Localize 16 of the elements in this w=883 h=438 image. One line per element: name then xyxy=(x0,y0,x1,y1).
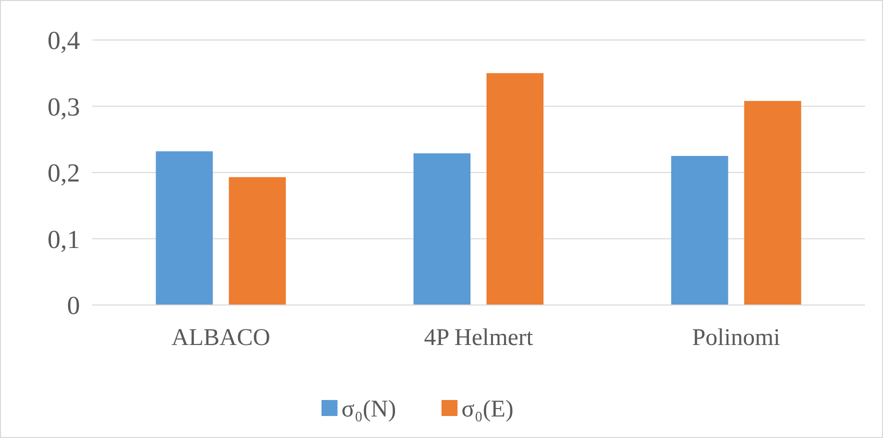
bar xyxy=(414,153,470,305)
x-tick-label: Polinomi xyxy=(692,325,781,351)
bar xyxy=(744,100,802,305)
y-tick-label: 0,3 xyxy=(48,92,80,122)
bar xyxy=(228,177,286,305)
x-tick-label: ALBACO xyxy=(171,325,270,351)
legend-label: σ₀(N) xyxy=(342,396,396,422)
y-tick-label: 0 xyxy=(67,291,80,320)
y-tick-label: 0,2 xyxy=(48,158,80,188)
y-tick-label: 0,1 xyxy=(48,224,80,254)
x-tick-label: 4P Helmert xyxy=(424,325,534,351)
bar xyxy=(486,73,544,305)
bar xyxy=(156,151,213,305)
legend-label: σ₀(E) xyxy=(462,396,514,422)
bar xyxy=(671,156,728,305)
y-tick-label: 0,4 xyxy=(48,26,80,56)
